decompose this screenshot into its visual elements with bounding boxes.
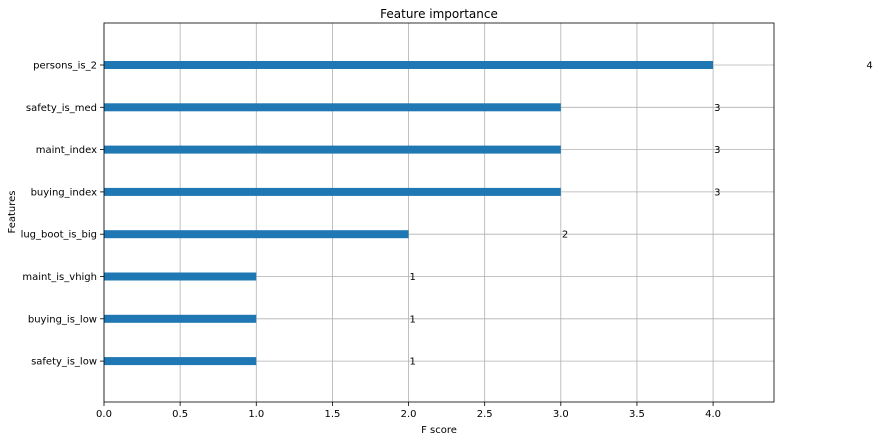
x-tick-label: 3.5 [629,409,645,420]
data-labels: 4 3 3 3 2 1 1 1 [410,61,873,368]
y-axis-label: Features [7,191,18,234]
bar-buying-index [104,187,561,196]
x-axis-label: F score [421,425,457,436]
bar-maint-index [104,145,561,154]
bar-value-label: 1 [410,357,416,368]
bar-value-label: 2 [562,230,568,241]
x-tick-label: 1.0 [248,409,264,420]
x-tick-label: 4.0 [705,409,721,420]
y-tick-label: persons_is_2 [33,61,97,72]
y-tick-label: maint_is_vhigh [22,272,97,283]
plot-frame [103,22,775,403]
bar-maint-is-vhigh [104,272,257,281]
bar-safety-is-med [104,103,561,112]
bar-lug-boot-is-big [104,230,409,239]
bar-value-label: 3 [714,103,720,114]
bar-value-label: 3 [714,145,720,156]
y-tick-label: buying_index [31,187,98,198]
bar-value-label: 3 [714,187,720,198]
bar-safety-is-low [104,357,257,366]
y-tick-label: buying_is_low [28,314,97,325]
bar-persons-is-2 [104,61,714,69]
x-tick-label: 2.0 [401,409,417,420]
bar-buying-is-low [104,314,257,323]
chart-title: Feature importance [380,7,498,21]
grid-lines [103,23,774,402]
y-tick-label: maint_index [36,145,97,156]
x-tick-label: 2.5 [477,409,493,420]
bar-value-label: 1 [410,272,416,283]
x-tick-label: 1.5 [324,409,340,420]
y-tick-label: safety_is_low [31,357,97,368]
x-tick-label: 0.5 [172,409,188,420]
y-tick-label: lug_boot_is_big [21,230,97,241]
bar-value-label: 4 [866,61,872,72]
bar-value-label: 1 [410,314,416,325]
axes: 0.0 0.5 1.0 1.5 2.0 2.5 3.0 3.5 4.0 persons_is_2s… [21,22,775,420]
x-tick-label: 3.0 [553,409,569,420]
y-tick-label: safety_is_med [26,103,97,114]
bars [104,61,714,366]
x-tick-label: 0.0 [96,409,112,420]
